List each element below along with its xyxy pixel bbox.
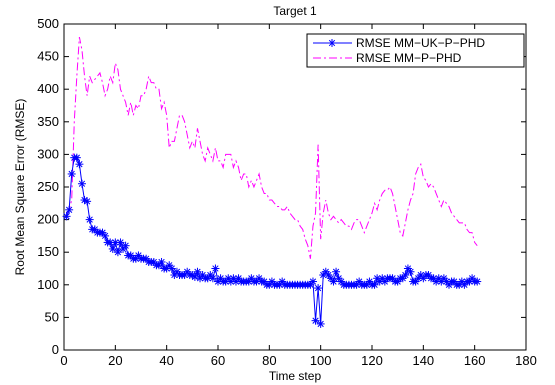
data-point-0-63 xyxy=(224,274,233,283)
x-tick-label-1: 20 xyxy=(108,353,122,368)
legend-label-1: RMSE MM−P−PHD xyxy=(356,51,462,65)
data-point-0-6 xyxy=(77,179,86,188)
data-point-0-0 xyxy=(62,212,71,221)
data-point-0-105 xyxy=(332,267,341,276)
plot-area xyxy=(63,23,527,351)
axis-ticks: 0 20 40 60 80 100 120 140 160 180 0 50 100 150 200 250 3… xyxy=(37,16,537,368)
data-point-0-153 xyxy=(455,280,464,289)
legend-box xyxy=(306,33,525,68)
y-tick-label-2: 100 xyxy=(37,277,59,292)
data-point-0-132 xyxy=(401,271,410,280)
x-tick-label-7: 140 xyxy=(412,353,434,368)
series-line-1 xyxy=(66,36,478,259)
data-point-0-1 xyxy=(65,205,74,214)
legend: RMSE MM−UK−P−PHD RMSE MM−P−PHD xyxy=(306,33,525,68)
data-point-0-5 xyxy=(75,160,84,169)
x-tick-label-2: 40 xyxy=(159,353,173,368)
data-point-0-137 xyxy=(414,274,423,283)
data-point-0-98 xyxy=(314,284,323,293)
y-tick-label-10: 500 xyxy=(37,16,59,31)
y-tick-label-7: 350 xyxy=(37,114,59,129)
data-point-0-58 xyxy=(211,264,220,273)
data-point-0-120 xyxy=(370,280,379,289)
x-tick-label-0: 0 xyxy=(60,353,67,368)
data-point-0-40 xyxy=(165,261,174,270)
x-tick-label-4: 80 xyxy=(262,353,276,368)
data-point-0-96 xyxy=(308,277,317,286)
x-tick-label-9: 180 xyxy=(515,353,537,368)
data-point-0-134 xyxy=(406,267,415,276)
data-point-0-160 xyxy=(473,277,482,286)
data-point-0-57 xyxy=(208,274,217,283)
y-tick-label-6: 300 xyxy=(37,146,59,161)
y-tick-label-9: 450 xyxy=(37,49,59,64)
data-point-0-133 xyxy=(403,264,412,273)
y-tick-label-1: 50 xyxy=(45,309,59,324)
data-point-0-2 xyxy=(67,169,76,178)
y-tick-label-8: 400 xyxy=(37,81,59,96)
data-point-0-99 xyxy=(316,319,325,328)
data-point-0-37 xyxy=(157,257,166,266)
legend-marker-0 xyxy=(328,39,336,47)
series-layer xyxy=(62,36,482,328)
data-point-0-18 xyxy=(108,244,117,253)
data-point-0-20 xyxy=(113,248,122,257)
x-tick-label-3: 60 xyxy=(211,353,225,368)
series-markers-0 xyxy=(62,153,482,328)
data-point-0-9 xyxy=(85,215,94,224)
y-axis-label: Root Mean Square Error (RMSE) xyxy=(13,99,27,276)
y-tick-label-5: 250 xyxy=(37,179,59,194)
x-axis-label: Time step xyxy=(269,369,322,383)
y-tick-label-4: 200 xyxy=(37,212,59,227)
data-point-0-21 xyxy=(116,238,125,247)
legend-label-0: RMSE MM−UK−P−PHD xyxy=(356,36,485,50)
data-point-0-118 xyxy=(365,277,374,286)
legend-star-icon xyxy=(328,39,336,47)
y-tick-label-0: 0 xyxy=(52,342,59,357)
x-tick-label-6: 120 xyxy=(361,353,383,368)
data-point-0-104 xyxy=(329,277,338,286)
data-point-0-51 xyxy=(193,267,202,276)
y-tick-label-3: 150 xyxy=(37,244,59,259)
data-point-0-15 xyxy=(101,231,110,240)
data-point-0-4 xyxy=(72,153,81,162)
x-tick-label-5: 100 xyxy=(310,353,332,368)
data-point-0-41 xyxy=(167,264,176,273)
data-point-0-97 xyxy=(311,316,320,325)
chart-title: Target 1 xyxy=(273,4,317,18)
data-point-0-8 xyxy=(83,197,92,206)
x-tick-label-8: 160 xyxy=(464,353,486,368)
data-point-0-23 xyxy=(121,241,130,250)
